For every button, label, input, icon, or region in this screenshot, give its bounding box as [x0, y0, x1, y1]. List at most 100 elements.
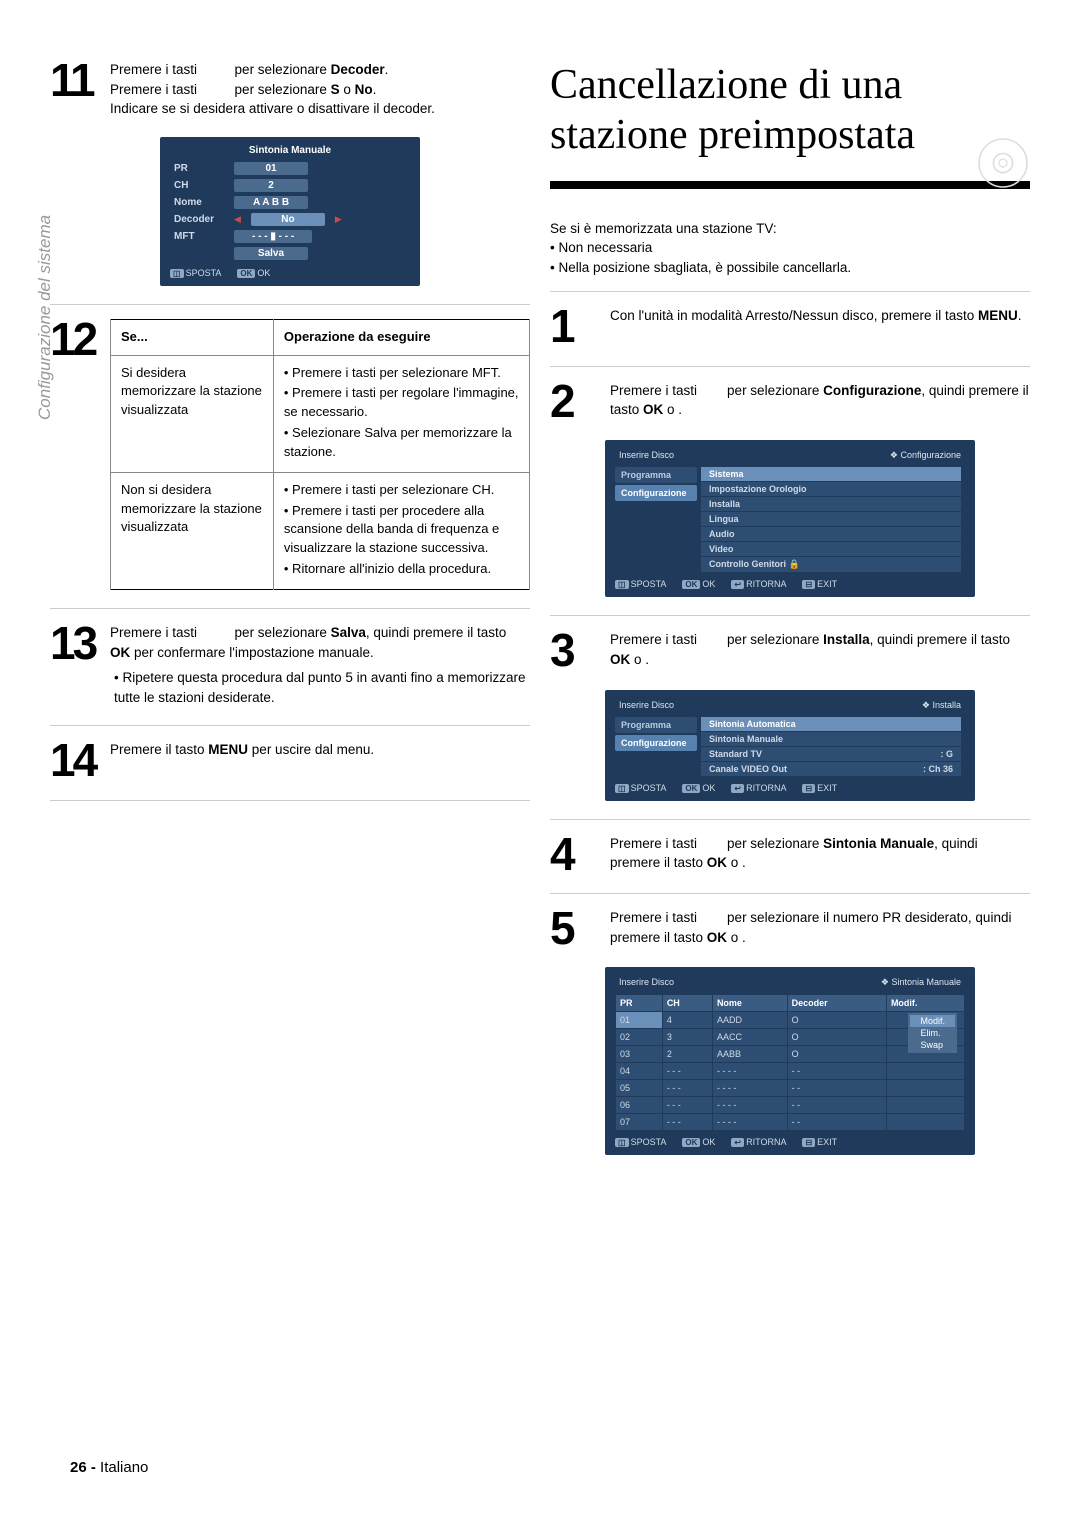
page-number: 26 - [70, 1459, 96, 1476]
text: . [385, 62, 389, 77]
text: per selezionare [727, 836, 823, 851]
step-14: 14 Premere il tasto MENU per uscire dal … [50, 740, 530, 781]
left-column: 11 Premere i tasti per selezionare Decod… [50, 60, 530, 1173]
text-bold: OK [707, 930, 727, 945]
text: Premere il tasto [110, 742, 208, 757]
text: . [1018, 308, 1022, 323]
text: Premere i tasti [610, 632, 697, 647]
text: per selezionare [235, 62, 331, 77]
text: o [340, 82, 355, 97]
td: • Premere i tasti per selezionare MFT.• … [273, 355, 529, 472]
step-12: 12 Se...Operazione da eseguire Si deside… [50, 319, 530, 590]
step-5: 5 Premere i tasti per selezionare il num… [550, 908, 1030, 949]
text-bold: OK [110, 645, 130, 660]
step-13: 13 Premere i tasti per selezionare Salva… [50, 623, 530, 707]
step-number: 12 [50, 319, 100, 360]
osd-row: Salva [170, 245, 410, 262]
divider [550, 366, 1030, 367]
step-number: 5 [550, 908, 600, 949]
osd-channel-table: Inserire Disco❖ Sintonia Manuale PRCHNom… [605, 967, 975, 1155]
divider [50, 608, 530, 609]
text: per selezionare [727, 383, 823, 398]
text-bold: MENU [978, 308, 1018, 323]
step-body: Premere i tasti per selezionare Salva, q… [110, 623, 530, 707]
text: o . [727, 855, 746, 870]
side-tab: Configurazione del sistema [35, 215, 55, 420]
text: o . [727, 930, 746, 945]
divider [550, 615, 1030, 616]
divider [50, 725, 530, 726]
osd-row: CH2 [170, 177, 410, 194]
step-number: 4 [550, 834, 600, 875]
text-bold: Configurazione [823, 383, 921, 398]
text: Premere i tasti [110, 62, 197, 77]
text-bold: MENU [208, 742, 248, 757]
text: Premere i tasti [110, 625, 197, 640]
text: Con l'unità in modalità Arresto/Nessun d… [610, 308, 978, 323]
text-bold: Installa [823, 632, 870, 647]
step-2: 2 Premere i tasti per selezionare Config… [550, 381, 1030, 422]
text: per selezionare [727, 632, 823, 647]
step-3: 3 Premere i tasti per selezionare Instal… [550, 630, 1030, 671]
text: Non necessaria [558, 240, 652, 255]
list-item: • Premere i tasti per procedere alla sca… [284, 502, 519, 559]
text: per uscire dal menu. [248, 742, 374, 757]
list-item: • Premere i tasti per regolare l'immagin… [284, 384, 519, 422]
osd-sintonia-manuale: Sintonia Manuale PR01CH2NomeA A B BDecod… [160, 137, 420, 286]
text: Nella posizione sbagliata, è possibile c… [558, 260, 851, 275]
list-item: • Ritornare all'inizio della procedura. [284, 560, 519, 579]
text-bold: Sintonia Manuale [823, 836, 934, 851]
step-body: Premere il tasto MENU per uscire dal men… [110, 740, 530, 760]
osd-row: NomeA A B B [170, 194, 410, 211]
text: , quindi premere il tasto [366, 625, 506, 640]
td: • Premere i tasti per selezionare CH. • P… [273, 472, 529, 589]
text: o . [663, 402, 682, 417]
th: Operazione da eseguire [273, 319, 529, 355]
osd-row: Decoder◀No▶ [170, 211, 410, 228]
page-lang: Italiano [100, 1459, 148, 1476]
text: Premere i tasti [610, 383, 697, 398]
step-body: Con l'unità in modalità Arresto/Nessun d… [610, 306, 1030, 326]
step-body: Premere i tasti per selezionare il numer… [610, 908, 1030, 947]
text: , quindi premere il tasto [870, 632, 1010, 647]
osd-row: PR01 [170, 160, 410, 177]
step-body: Premere i tasti per selezionare Installa… [610, 630, 1030, 669]
divider [50, 304, 530, 305]
step12-table: Se...Operazione da eseguire Si desidera … [110, 319, 530, 590]
divider [50, 800, 530, 801]
text: per confermare l'impostazione manuale. [130, 645, 373, 660]
list-item: • Premere i tasti per selezionare CH. [284, 481, 519, 500]
step-number: 2 [550, 381, 600, 422]
text: o . [630, 652, 649, 667]
step-1: 1 Con l'unità in modalità Arresto/Nessun… [550, 306, 1030, 347]
step-number: 1 [550, 306, 600, 347]
osd-installa: Inserire Disco❖ Installa ProgrammaConfig… [605, 690, 975, 801]
step-number: 14 [50, 740, 100, 781]
step-number: 3 [550, 630, 600, 671]
divider [550, 291, 1030, 292]
text: Se si è memorizzata una stazione TV: [550, 221, 777, 236]
divider [550, 893, 1030, 894]
osd-footer: ◫SPOSTAOKOK [170, 268, 410, 278]
osd-row: MFT- - - ▮ - - - [170, 228, 410, 245]
text-bold: Decoder [331, 62, 385, 77]
text: per selezionare [235, 625, 331, 640]
text: Premere i tasti [610, 910, 697, 925]
text: . [373, 82, 377, 97]
step-body: Premere i tasti per selezionare Configur… [610, 381, 1030, 420]
td: Non si desidera memorizzare la stazione … [111, 472, 274, 589]
td: Si desidera memorizzare la stazione visu… [111, 355, 274, 472]
step-body: Premere i tasti per selezionare Decoder.… [110, 60, 530, 119]
divider [550, 819, 1030, 820]
osd-title: Sintonia Manuale [170, 145, 410, 156]
text: Indicare se si desidera attivare o disat… [110, 101, 435, 116]
text-bold: S [331, 82, 340, 97]
right-column: Cancellazione di una stazione preimposta… [550, 60, 1030, 1173]
step-11: 11 Premere i tasti per selezionare Decod… [50, 60, 530, 119]
step-body: Premere i tasti per selezionare Sintonia… [610, 834, 1030, 873]
page-footer: 26 - Italiano [70, 1459, 148, 1476]
list-item: • Premere i tasti per selezionare MFT. [284, 364, 519, 383]
text: per selezionare [235, 82, 331, 97]
osd-popup-menu: Modif.Elim.Swap [908, 1013, 957, 1053]
intro-text: Se si è memorizzata una stazione TV: • N… [550, 219, 1030, 278]
